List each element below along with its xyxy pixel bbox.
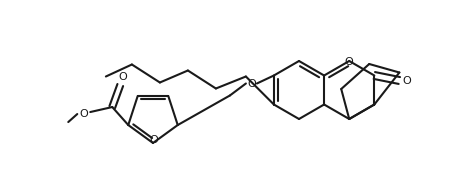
- Text: O: O: [118, 72, 126, 82]
- Text: O: O: [248, 78, 256, 89]
- Text: O: O: [150, 135, 158, 145]
- Text: O: O: [402, 75, 411, 86]
- Text: O: O: [345, 57, 354, 67]
- Text: O: O: [79, 109, 88, 119]
